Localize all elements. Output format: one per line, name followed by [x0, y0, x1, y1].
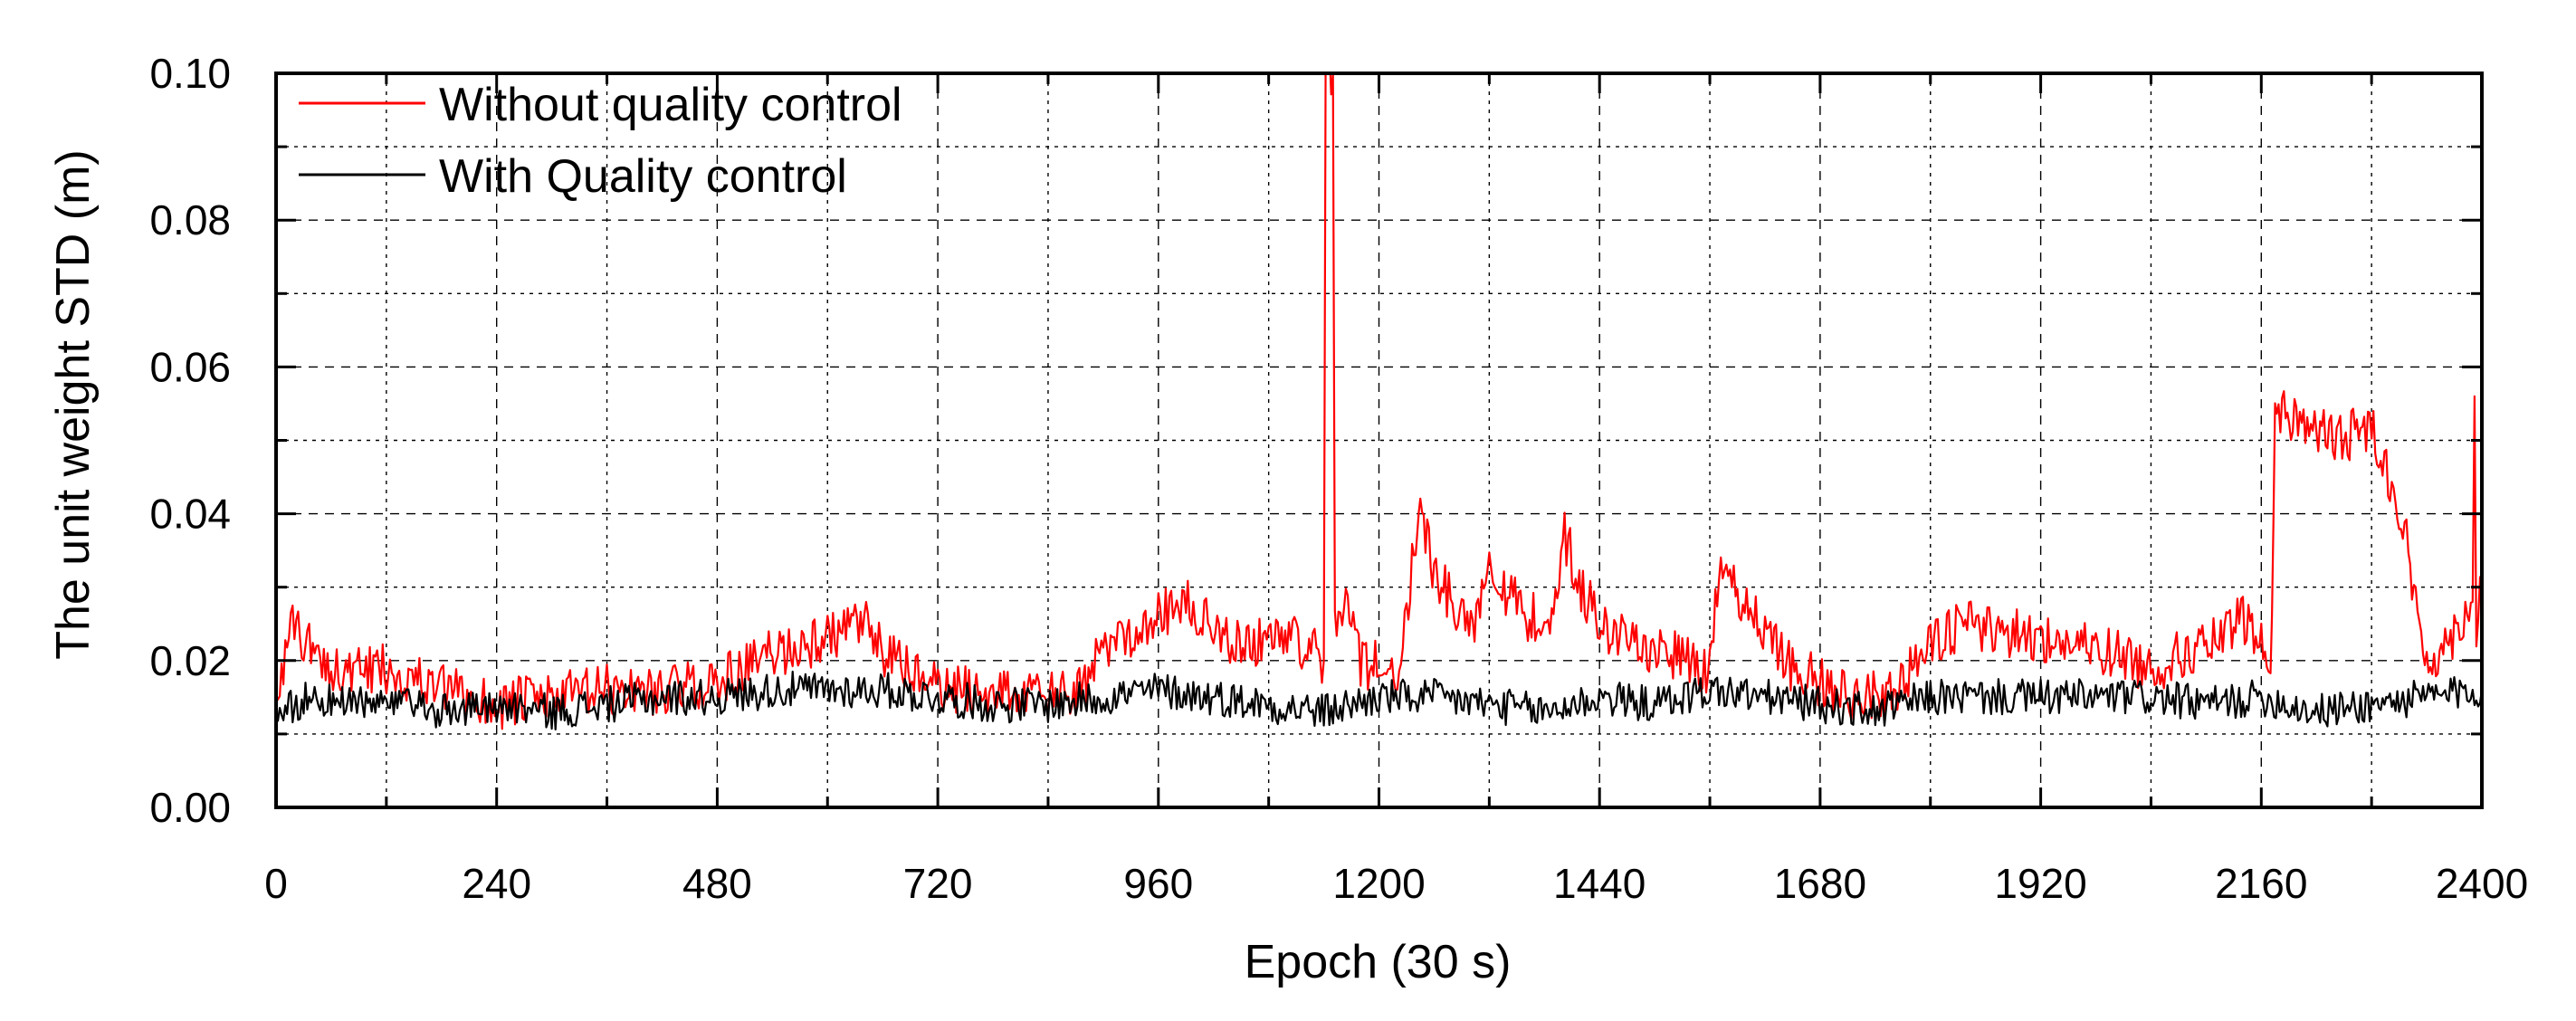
legend-label-without-quality-control: Without quality control	[439, 79, 902, 131]
axis-ticks	[274, 72, 2484, 809]
y-tick-label: 0.06	[149, 343, 231, 390]
series-line-with-quality-control	[276, 670, 2482, 730]
y-tick-label: 0.02	[149, 637, 231, 684]
x-tick-label: 1680	[1774, 860, 1866, 907]
grid	[276, 73, 2482, 807]
x-tick-label: 480	[682, 860, 752, 907]
x-tick-label: 720	[903, 860, 973, 907]
series-layer	[276, 73, 2482, 730]
x-tick-label: 1440	[1553, 860, 1646, 907]
legend: Without quality control With Quality con…	[299, 79, 902, 203]
x-axis-title: Epoch (30 s)	[1245, 936, 1512, 988]
x-tick-label: 1200	[1332, 860, 1425, 907]
y-axis-title: The unit weight STD (m)	[47, 149, 100, 660]
y-tick-label: 0.04	[149, 491, 231, 538]
x-tick-label: 0	[264, 860, 288, 907]
x-tick-label: 2160	[2215, 860, 2307, 907]
y-tick-label: 0.00	[149, 784, 231, 831]
y-tick-label: 0.08	[149, 196, 231, 243]
x-tick-label: 2400	[2436, 860, 2528, 907]
tick-labels: 0 240 480 720 960 1200 1440 1680 1920 2160 2400 0.0…	[149, 50, 2528, 907]
x-tick-label: 1920	[1994, 860, 2086, 907]
x-tick-label: 240	[462, 860, 531, 907]
x-tick-label: 960	[1123, 860, 1193, 907]
y-tick-label: 0.10	[149, 50, 231, 97]
legend-label-with-quality-control: With Quality control	[439, 150, 847, 203]
